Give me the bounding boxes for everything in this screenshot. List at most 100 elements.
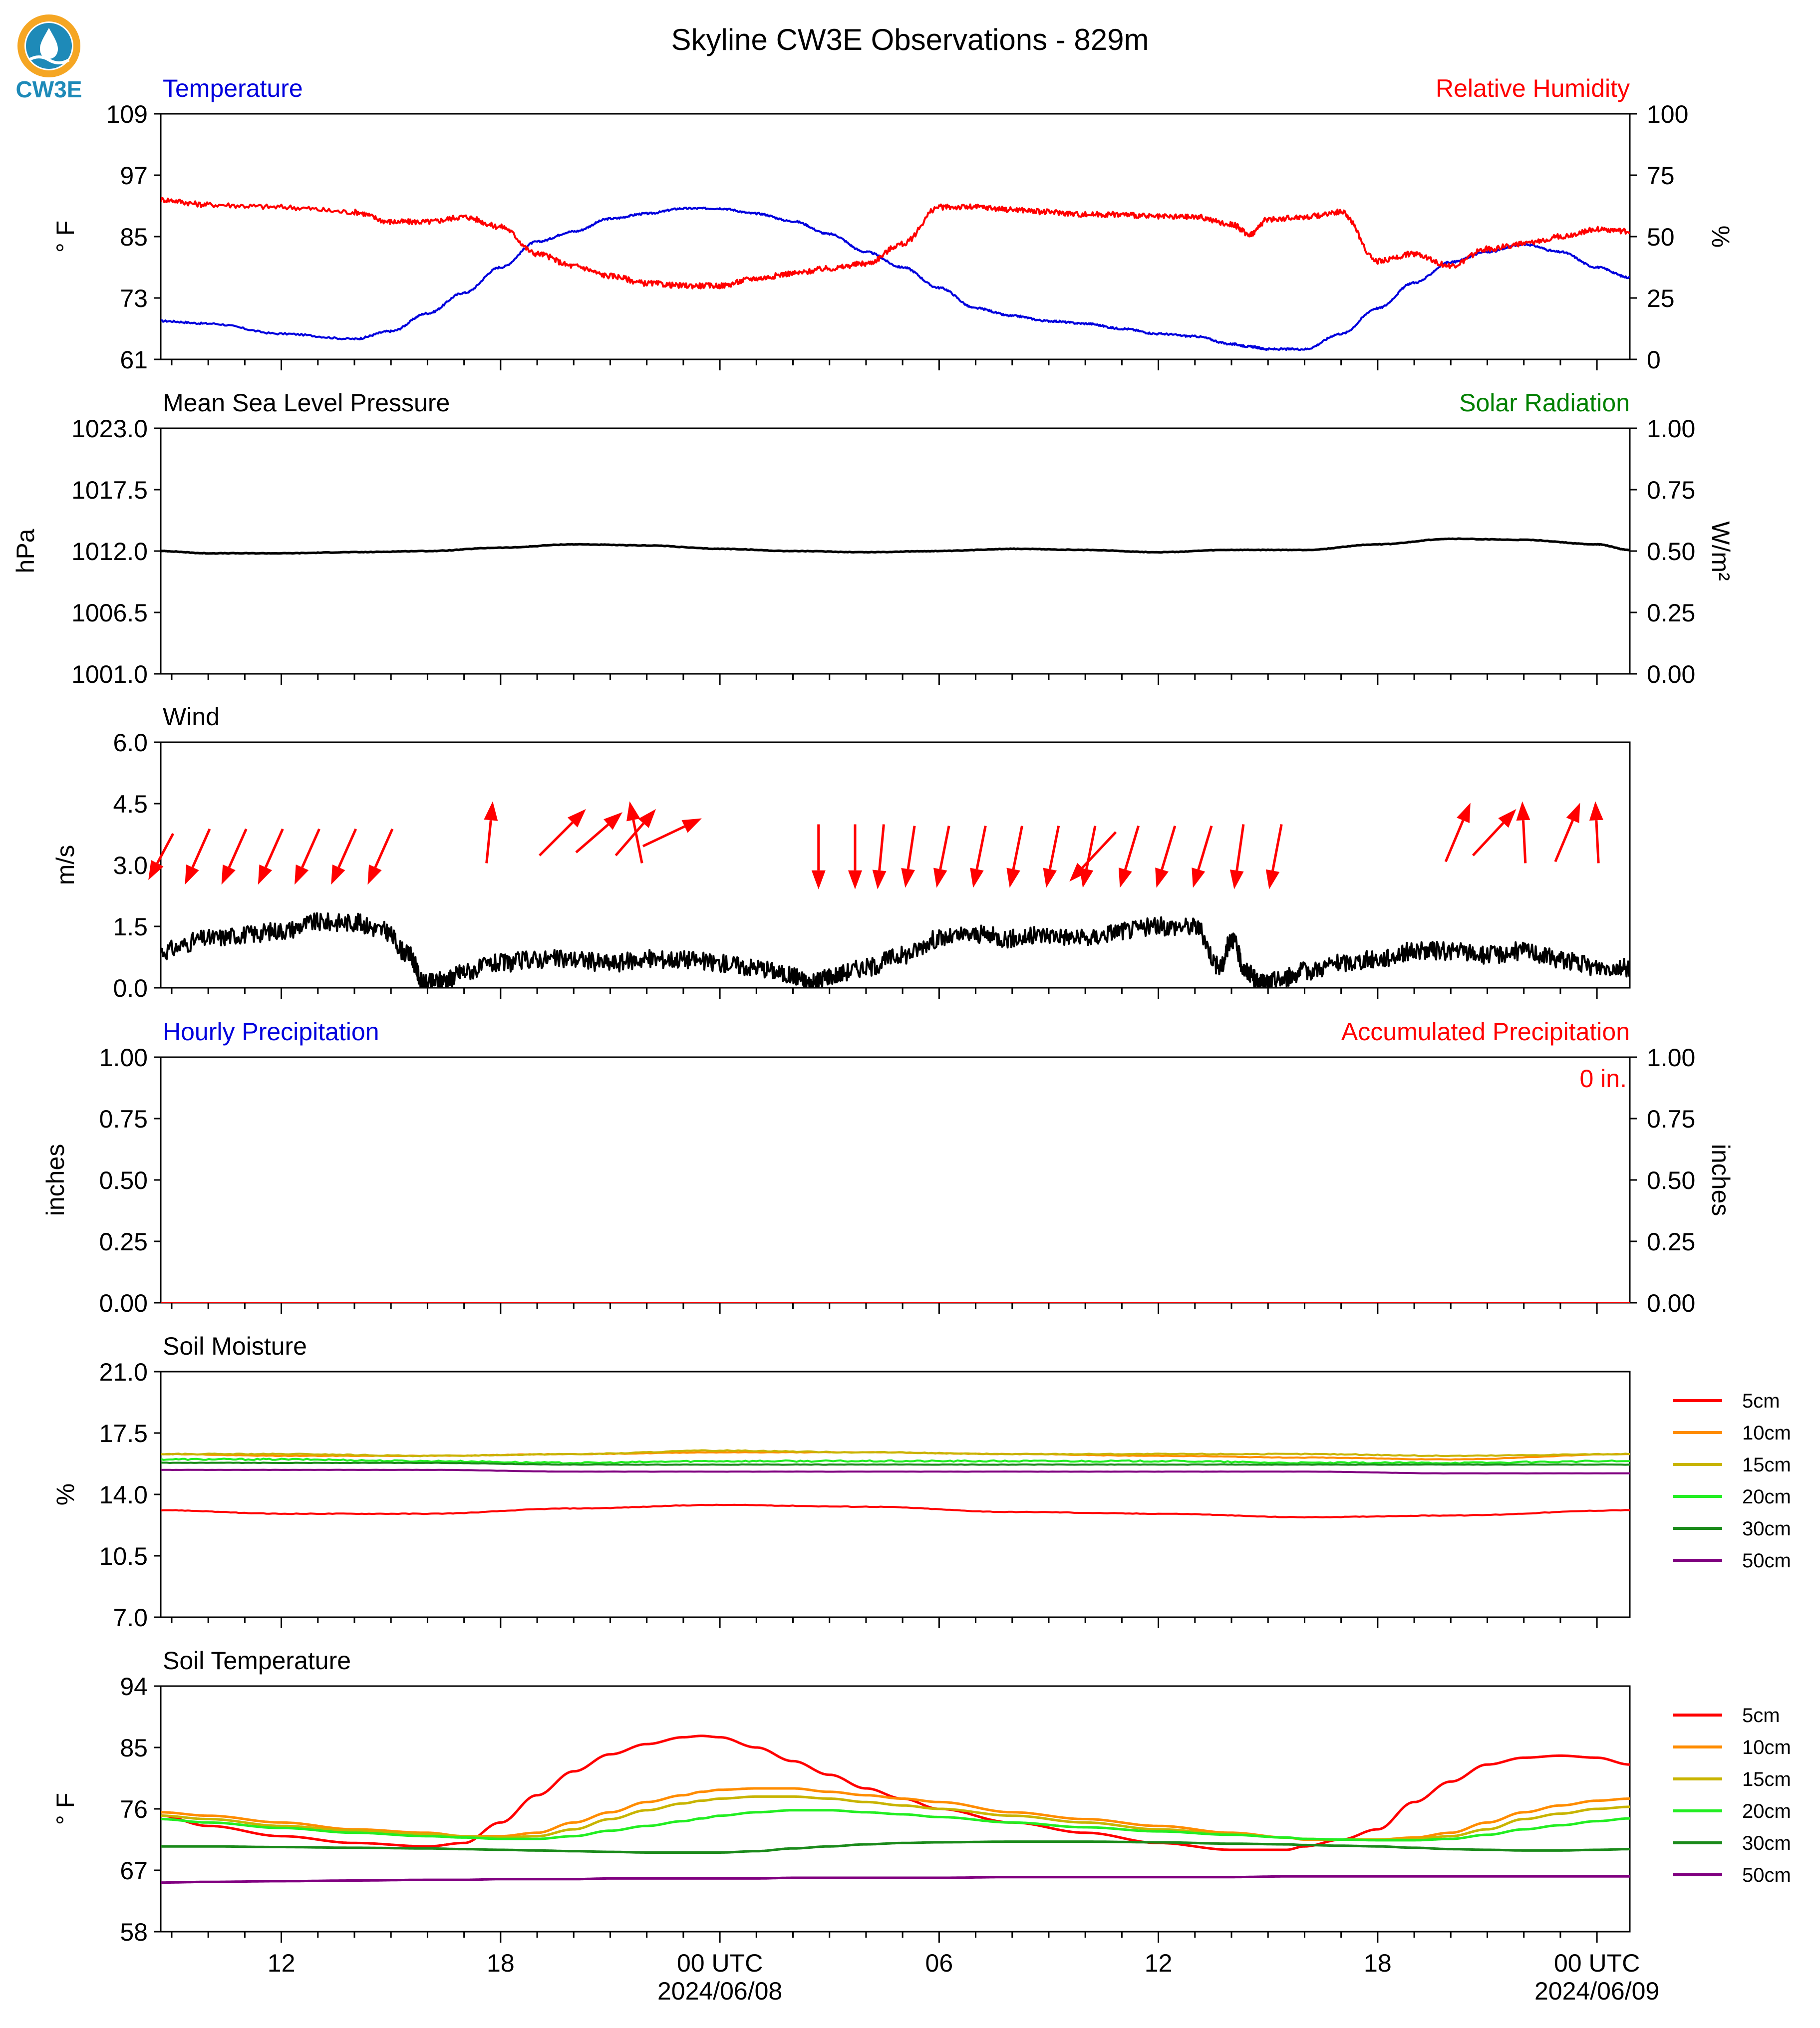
wind-arrow-head bbox=[1229, 869, 1244, 889]
wind-arrow bbox=[626, 801, 643, 864]
y-tick-label: 1006.5 bbox=[71, 599, 148, 627]
y2-tick-label: 50 bbox=[1647, 223, 1675, 251]
y-tick-label: 7.0 bbox=[113, 1604, 148, 1632]
series-line-0 bbox=[161, 537, 1630, 555]
wind-arrow bbox=[1444, 803, 1471, 863]
y-tick-label: 85 bbox=[120, 223, 148, 251]
wind-arrow-shaft bbox=[191, 828, 211, 868]
legend-label-10cm: 10cm bbox=[1742, 1737, 1791, 1758]
water-drop-icon bbox=[40, 28, 58, 59]
wind-arrow bbox=[1229, 824, 1245, 889]
legend-label-50cm: 50cm bbox=[1742, 1550, 1791, 1572]
x-tick-label: 18 bbox=[1364, 1949, 1392, 1977]
y2-tick-label: 1.00 bbox=[1647, 415, 1695, 443]
wind-arrow-shaft bbox=[632, 820, 643, 864]
wind-arrow bbox=[331, 828, 357, 885]
wind-arrow bbox=[901, 826, 916, 888]
legend-label-20cm: 20cm bbox=[1742, 1800, 1791, 1822]
wind-arrow-head bbox=[811, 870, 826, 889]
panel-left-title: Temperature bbox=[163, 74, 303, 102]
wind-arrow-head bbox=[1043, 868, 1057, 888]
wind-arrow-shaft bbox=[156, 833, 175, 864]
y-tick-label: 61 bbox=[120, 346, 148, 374]
y-axis-label: hPa bbox=[11, 529, 39, 573]
wind-arrow-head bbox=[1069, 863, 1088, 882]
wind-arrow-shaft bbox=[907, 826, 916, 869]
wind-arrow-shaft bbox=[1554, 820, 1574, 863]
wind-arrow-head bbox=[1118, 868, 1132, 888]
series-line-20cm bbox=[161, 1809, 1630, 1842]
legend-label-5cm: 5cm bbox=[1742, 1390, 1780, 1412]
wind-arrow-shaft bbox=[1124, 825, 1140, 870]
wind-arrow-head bbox=[604, 812, 623, 830]
y-axis-label: m/s bbox=[51, 845, 79, 885]
panel-right-title: Relative Humidity bbox=[1436, 74, 1630, 102]
logo-ring-icon bbox=[17, 14, 80, 77]
wind-arrow bbox=[1069, 831, 1117, 882]
y-tick-label: 21.0 bbox=[99, 1358, 148, 1386]
panel-temperature-rh: 109 97 85 73 61 100 75 50 25 0 Temperature Relative… bbox=[51, 74, 1735, 374]
y2-tick-label: 100 bbox=[1647, 100, 1688, 128]
panel-pressure-solar: 1023.0 1017.5 1012.0 1006.5 1001.0 1.00 0.75 0.… bbox=[11, 389, 1735, 688]
y-tick-label: 94 bbox=[120, 1673, 148, 1701]
wind-arrow bbox=[221, 828, 248, 885]
wind-arrow bbox=[1516, 801, 1530, 864]
wind-arrow-shaft bbox=[1048, 826, 1060, 869]
y2-tick-label: 25 bbox=[1647, 285, 1675, 312]
series-line-15cm bbox=[161, 1795, 1630, 1841]
y2-tick-label: 0.50 bbox=[1647, 538, 1695, 566]
y-tick-label: 6.0 bbox=[113, 729, 148, 757]
panel-precipitation: 1.00 0.75 0.50 0.25 0.00 1.00 0.75 0.50 0.25 0.00… bbox=[41, 1018, 1735, 1317]
y-tick-label: 0.75 bbox=[99, 1105, 148, 1133]
wind-arrow-head bbox=[1265, 869, 1280, 889]
panel-soil-moisture: 21.0 17.5 14.0 10.5 7.0 Soil Moisture% bbox=[51, 1332, 1631, 1632]
wind-arrow-shaft bbox=[228, 828, 248, 868]
wind-arrow bbox=[258, 828, 284, 885]
y-tick-label: 97 bbox=[120, 162, 148, 190]
panel-right-title: Accumulated Precipitation bbox=[1341, 1018, 1630, 1046]
x-tick-label: 18 bbox=[487, 1949, 515, 1977]
wind-arrow bbox=[1265, 824, 1283, 889]
series-line-50cm bbox=[161, 1468, 1630, 1474]
series-line-30cm bbox=[161, 1840, 1630, 1854]
wind-arrow-head bbox=[872, 869, 887, 889]
wind-arrow-shaft bbox=[485, 820, 492, 864]
panel-left-title: Mean Sea Level Pressure bbox=[163, 389, 450, 417]
wind-arrow-head bbox=[626, 801, 640, 822]
wind-arrow bbox=[539, 809, 586, 857]
accumulated-precip-annotation: 0 in. bbox=[1579, 1065, 1627, 1093]
y-tick-label: 4.5 bbox=[113, 790, 148, 818]
wind-arrow-head bbox=[221, 864, 236, 885]
wind-arrow-head bbox=[638, 809, 656, 828]
y2-axis-label: W/m² bbox=[1707, 521, 1735, 580]
wind-arrow-head bbox=[1589, 801, 1603, 821]
wind-arrow-shaft bbox=[1235, 824, 1245, 871]
series-line-50cm bbox=[161, 1875, 1630, 1884]
y-tick-label: 1.00 bbox=[99, 1044, 148, 1072]
wind-arrow-head bbox=[1498, 809, 1517, 828]
y-tick-label: 73 bbox=[120, 285, 148, 312]
panel-right-title: Solar Radiation bbox=[1459, 389, 1630, 417]
wind-arrow-head bbox=[148, 860, 164, 880]
figure-title: Skyline CW3E Observations - 829m bbox=[671, 23, 1149, 56]
legend-label-30cm: 30cm bbox=[1742, 1518, 1791, 1540]
wind-arrow bbox=[575, 812, 623, 854]
series-line-30cm bbox=[161, 1461, 1630, 1466]
wind-arrow-head bbox=[295, 864, 309, 885]
wind-arrow bbox=[1043, 826, 1060, 888]
y-axis-label: % bbox=[51, 1483, 79, 1505]
x-tick-label: 12 bbox=[268, 1949, 296, 1977]
logo-label: CW3E bbox=[16, 76, 82, 102]
y-tick-label: 1012.0 bbox=[71, 538, 148, 566]
series-line-5cm bbox=[161, 1735, 1630, 1851]
plot-frame bbox=[160, 1685, 1631, 1933]
wind-arrow bbox=[970, 826, 987, 888]
wind-arrow-head bbox=[848, 870, 862, 889]
series-line-0 bbox=[161, 206, 1630, 351]
cw3e-logo: CW3E bbox=[16, 14, 82, 102]
wind-arrow-shaft bbox=[939, 826, 950, 869]
chart-panels: 109 97 85 73 61 100 75 50 25 0 Temperature Relative… bbox=[11, 74, 1791, 2005]
wind-arrow bbox=[872, 824, 887, 889]
y-tick-label: 0.25 bbox=[99, 1228, 148, 1256]
wind-arrow-head bbox=[185, 864, 199, 885]
